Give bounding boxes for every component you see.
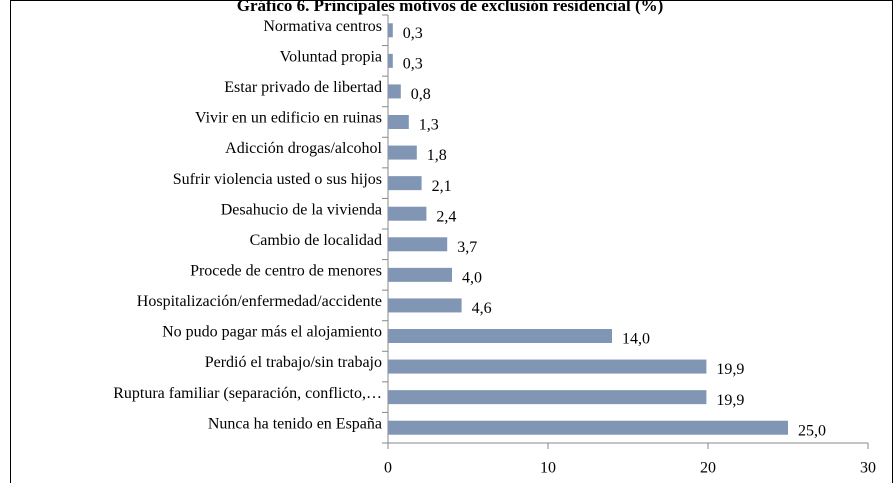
bar [388, 176, 422, 191]
value-label: 2,4 [436, 208, 456, 225]
bar [388, 390, 707, 405]
x-tick-label: 10 [540, 460, 556, 477]
value-label: 1,8 [427, 147, 447, 164]
chart-title: Gráfico 6. Principales motivos de exclus… [237, 0, 664, 15]
y-tick-label: Ruptura familiar (separación, conflicto,… [113, 385, 382, 402]
y-tick-label: No pudo pagar más el alojamiento [162, 324, 382, 341]
x-tick-label: 0 [384, 460, 392, 477]
bar [388, 84, 401, 99]
y-tick-label: Estar privado de libertad [224, 79, 382, 96]
y-tick-label: Adicción drogas/alcohol [225, 140, 382, 157]
value-label: 19,9 [716, 392, 744, 409]
y-tick-label: Procede de centro de menores [190, 263, 382, 280]
y-tick-label: Vivir en un edificio en ruinas [195, 110, 382, 127]
value-label: 1,3 [419, 117, 439, 134]
bar [388, 145, 417, 160]
x-tick-label: 30 [860, 460, 876, 477]
bar [388, 420, 788, 435]
y-tick-label: Normativa centros [263, 18, 382, 35]
value-label: 3,7 [457, 239, 477, 256]
bar [388, 23, 393, 38]
value-label: 4,6 [472, 300, 492, 317]
bar [388, 53, 393, 68]
value-label: 4,0 [462, 270, 482, 287]
x-tick-label: 20 [700, 460, 716, 477]
value-label: 14,0 [622, 331, 650, 348]
y-tick-label: Nunca ha tenido en España [208, 415, 382, 432]
value-label: 0,8 [411, 86, 431, 103]
bar [388, 206, 427, 221]
y-tick-label: Desahucio de la vivienda [221, 201, 382, 218]
value-label: 25,0 [798, 422, 826, 439]
value-label: 2,1 [432, 178, 452, 195]
y-tick-label: Perdió el trabajo/sin trabajo [205, 354, 382, 371]
bar [388, 329, 612, 343]
bar [388, 115, 409, 129]
bar [388, 237, 448, 252]
value-label: 0,3 [403, 56, 423, 73]
bar [388, 267, 452, 282]
value-label: 19,9 [716, 361, 744, 378]
bar [388, 298, 462, 313]
y-tick-label: Hospitalización/enfermedad/accidente [137, 293, 382, 310]
y-tick-label: Sufrir violencia usted o sus hijos [173, 171, 382, 188]
bar [388, 359, 707, 374]
y-tick-label: Cambio de localidad [250, 232, 382, 249]
chart-frame [10, 0, 893, 483]
value-label: 0,3 [403, 25, 423, 42]
y-tick-label: Voluntad propia [280, 49, 382, 66]
